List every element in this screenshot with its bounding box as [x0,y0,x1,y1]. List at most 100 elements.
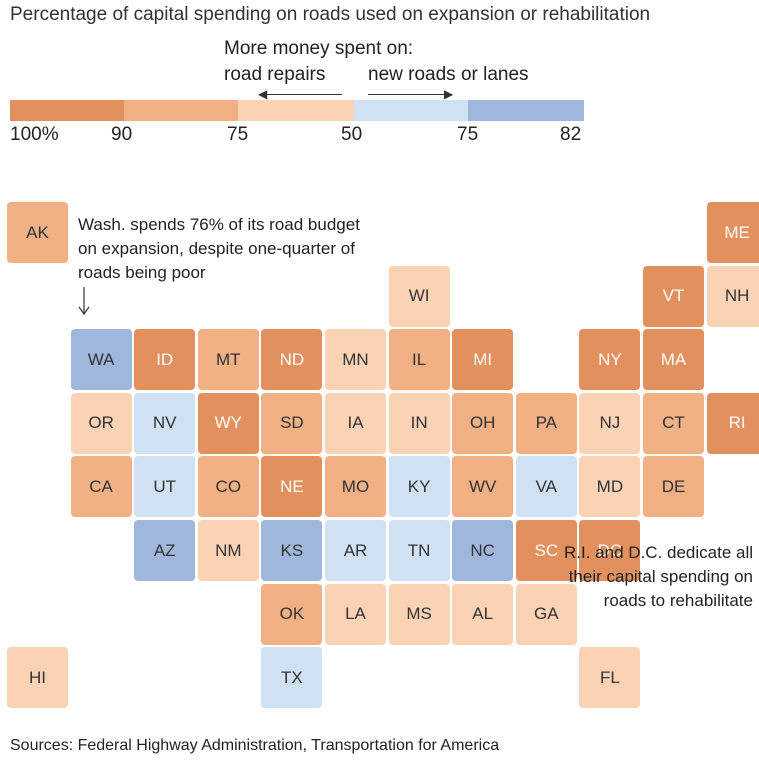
state-tile-fl: FL [579,647,641,709]
washington-annotation: Wash. spends 76% of its road budget on e… [78,215,360,282]
state-label: ND [279,349,305,369]
state-tile-de: DE [643,456,704,518]
legend-swatch-rehab-50-75 [238,100,354,121]
legend-swatch-rehab-75-90 [124,100,238,121]
state-label: AZ [153,540,176,560]
state-label: SC [534,540,559,560]
state-tile-ny: NY [579,329,641,391]
left-arrow-line [262,94,342,95]
state-label: AK [26,222,49,242]
state-tile-ia: IA [325,392,386,454]
state-label: SD [280,413,304,433]
chart-title: Percentage of capital spending on roads … [10,4,651,25]
state-tile-il: IL [388,329,450,391]
state-tile-ri: RI [706,392,759,454]
state-tile-ma: MA [643,329,704,391]
state-tile-wa: WA [70,329,132,391]
state-label: VA [535,476,557,496]
state-tile-tn: TN [388,520,450,581]
state-label: CT [662,413,685,433]
state-tile-sd: SD [261,392,323,454]
right-arrow-icon: ▶ [444,87,454,101]
state-label: ME [724,222,750,242]
state-tile-ak: AK [7,202,68,263]
state-label: ID [156,349,174,369]
state-label: IA [347,413,364,433]
state-label: VT [662,286,685,306]
state-label: FL [599,667,620,687]
state-label: MO [341,476,370,496]
state-tile-vt: VT [643,265,704,327]
state-tile-hi: HI [7,647,68,709]
state-label: CA [89,476,113,496]
state-label: MN [342,349,369,369]
state-tile-tx: TX [261,647,323,709]
state-tile-az: AZ [134,520,196,581]
legend-swatch-exp-75-82 [468,100,584,121]
state-tile-nv: NV [134,392,196,454]
ri-dc-annotation: R.I. and D.C. dedicate all their capital… [564,543,753,610]
state-label: WA [87,349,115,369]
state-label: OR [88,413,114,433]
state-label: GA [534,604,559,624]
source-note: Sources: Federal Highway Administration,… [10,737,500,754]
state-tile-ky: KY [388,456,450,518]
state-tile-al: AL [452,583,514,645]
state-tile-or: OR [70,392,132,454]
state-label: KY [407,476,431,496]
state-tile-mo: MO [325,456,386,518]
state-tile-nh: NH [706,265,759,327]
state-label: MS [406,604,432,624]
state-label: NV [152,413,177,433]
state-label: AL [472,604,494,624]
state-label: OK [279,604,305,624]
state-label: NE [280,476,304,496]
state-tile-nm: NM [197,520,259,581]
legend-tick-label: 90 [111,124,133,145]
state-tile-wi: WI [388,265,450,327]
state-tile-nj: NJ [579,392,641,454]
legend-tick-label: 100% [10,124,59,145]
state-label: CO [215,476,242,496]
state-tile-md: MD [579,456,641,518]
state-tile-ct: CT [643,392,704,454]
state-tile-wy: WY [197,392,259,454]
state-tile-ks: KS [261,520,323,581]
state-label: WV [468,476,497,496]
state-tile-pa: PA [515,392,577,454]
legend-color-scale [10,100,584,121]
state-tile-ut: UT [134,456,196,518]
legend-left-label: road repairs [224,64,326,85]
state-tile-ga: GA [515,583,577,645]
legend-tick-label: 75 [227,124,249,145]
state-label: MA [660,349,687,369]
state-tile-ne: NE [261,456,323,518]
state-label: NM [215,540,242,560]
state-tile-va: VA [515,456,577,518]
state-tile-id: ID [134,329,196,391]
state-tile-dc: DC [579,520,641,581]
state-label: HI [29,667,46,687]
state-label: LA [345,604,366,624]
state-label: NH [724,286,750,306]
legend-swatch-exp-50-75 [354,100,468,121]
state-label: TX [281,667,303,687]
legend-tick-label: 50 [341,124,363,145]
legend-right-label: new roads or lanes [368,64,529,85]
state-tile-nc: NC [452,520,514,581]
state-label: PA [535,413,557,433]
state-tile-sc: SC [515,520,577,581]
state-label: NJ [599,413,621,433]
state-label: AR [343,540,368,560]
state-label: NY [598,349,622,369]
state-label: TN [407,540,431,560]
state-label: MT [216,349,241,369]
state-tile-me: ME [706,202,759,263]
state-tile-nd: ND [261,329,323,391]
state-tile-oh: OH [452,392,514,454]
state-label: DC [597,540,623,560]
state-tile-ok: OK [261,583,323,645]
left-arrow-icon: ◀ [258,87,268,101]
state-tile-ms: MS [388,583,450,645]
legend-swatch-rehab-90-100 [10,100,124,121]
